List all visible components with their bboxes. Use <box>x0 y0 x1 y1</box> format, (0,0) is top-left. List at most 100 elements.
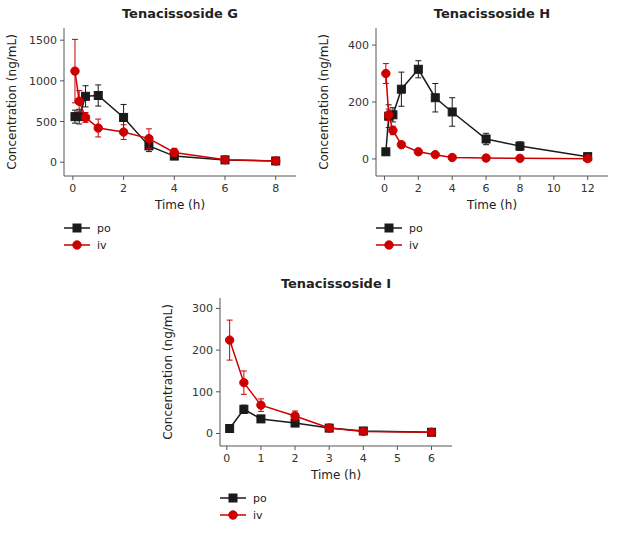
x-axis-line <box>64 176 296 177</box>
x-tick-label: 10 <box>547 182 561 195</box>
panel: Tenacissoside I01002003000123456Time (h)… <box>161 276 452 522</box>
plot-area <box>225 320 435 436</box>
error-bar <box>398 72 404 106</box>
y-tick <box>372 102 376 103</box>
x-tick-label: 12 <box>581 182 595 195</box>
plot-area <box>71 39 280 165</box>
data-point <box>240 378 248 386</box>
x-tick <box>295 446 296 450</box>
legend-marker <box>385 224 393 232</box>
error-bar <box>241 405 247 413</box>
x-tick-label: 2 <box>120 182 127 195</box>
data-point <box>431 150 439 158</box>
data-point <box>414 148 422 156</box>
series-line <box>75 95 276 160</box>
data-point <box>448 153 456 161</box>
x-tick <box>587 176 588 180</box>
x-tick-label: 3 <box>326 452 333 465</box>
data-point <box>516 142 524 150</box>
title: Tenacissoside I <box>281 276 391 291</box>
data-point <box>382 69 390 77</box>
data-point <box>385 111 393 119</box>
series-line <box>230 340 432 432</box>
x-axis-label: Time (h) <box>466 198 517 212</box>
x-axis-label: Time (h) <box>310 468 361 482</box>
legend-marker <box>73 224 81 232</box>
data-point <box>75 97 83 105</box>
legend-label: po <box>409 222 423 235</box>
x-tick <box>174 176 175 180</box>
x-tick <box>486 176 487 180</box>
x-tick <box>519 176 520 180</box>
y-axis-label: Concentration (ng/mL) <box>5 34 19 170</box>
x-tick-label: 6 <box>222 182 229 195</box>
y-tick <box>60 121 64 122</box>
y-tick <box>60 162 64 163</box>
x-tick <box>418 176 419 180</box>
data-point <box>382 148 390 156</box>
data-point <box>291 412 299 420</box>
data-point <box>170 148 178 156</box>
data-point <box>225 336 233 344</box>
data-point <box>389 126 397 134</box>
x-tick <box>72 176 73 180</box>
x-tick-label: 8 <box>516 182 523 195</box>
data-point <box>221 156 229 164</box>
data-point <box>482 154 490 162</box>
title: Tenacissoside H <box>434 6 550 21</box>
y-axis-line <box>220 298 221 446</box>
y-axis-line <box>64 28 65 176</box>
x-tick-label: 4 <box>449 182 456 195</box>
x-tick-label: 1 <box>257 452 264 465</box>
y-tick-label: 1000 <box>29 75 57 88</box>
title: Tenacissoside G <box>122 6 238 21</box>
x-axis-line <box>220 446 452 447</box>
x-tick <box>225 176 226 180</box>
x-axis-line <box>376 176 608 177</box>
x-tick-label: 0 <box>69 182 76 195</box>
legend-label: iv <box>409 239 419 252</box>
y-tick <box>216 391 220 392</box>
x-tick-label: 2 <box>415 182 422 195</box>
data-point <box>119 128 127 136</box>
legend: poiv <box>64 222 111 252</box>
legend-marker <box>229 494 237 502</box>
error-bar <box>483 133 489 144</box>
legend-label: iv <box>97 239 107 252</box>
data-point <box>221 156 229 164</box>
data-point <box>81 113 89 121</box>
series-line <box>386 69 588 156</box>
y-tick-label: 300 <box>192 302 213 315</box>
y-tick-label: 200 <box>192 344 213 357</box>
data-point <box>325 424 333 432</box>
x-tick <box>384 176 385 180</box>
data-point <box>325 424 333 432</box>
data-point <box>226 424 234 432</box>
x-tick-label: 6 <box>483 182 490 195</box>
series-line <box>386 74 588 159</box>
legend-label: iv <box>253 509 263 522</box>
data-point <box>240 405 248 413</box>
x-tick-label: 8 <box>272 182 279 195</box>
data-point <box>397 85 405 93</box>
x-axis-label: Time (h) <box>154 198 205 212</box>
x-tick <box>363 446 364 450</box>
data-point <box>397 140 405 148</box>
data-point <box>428 428 436 436</box>
x-tick <box>275 176 276 180</box>
panel: Tenacissoside G05001000150002468Time (h)… <box>5 6 296 252</box>
y-tick-label: 500 <box>36 116 57 129</box>
y-tick <box>216 308 220 309</box>
legend-marker <box>385 241 393 249</box>
y-tick-label: 0 <box>206 427 213 440</box>
data-point <box>272 157 280 165</box>
error-bar <box>83 86 89 107</box>
y-tick-label: 0 <box>362 153 369 166</box>
x-tick <box>553 176 554 180</box>
series-line <box>230 409 432 432</box>
legend-marker <box>73 241 81 249</box>
data-point <box>516 154 524 162</box>
y-tick <box>216 350 220 351</box>
x-tick <box>123 176 124 180</box>
data-point <box>359 427 367 435</box>
